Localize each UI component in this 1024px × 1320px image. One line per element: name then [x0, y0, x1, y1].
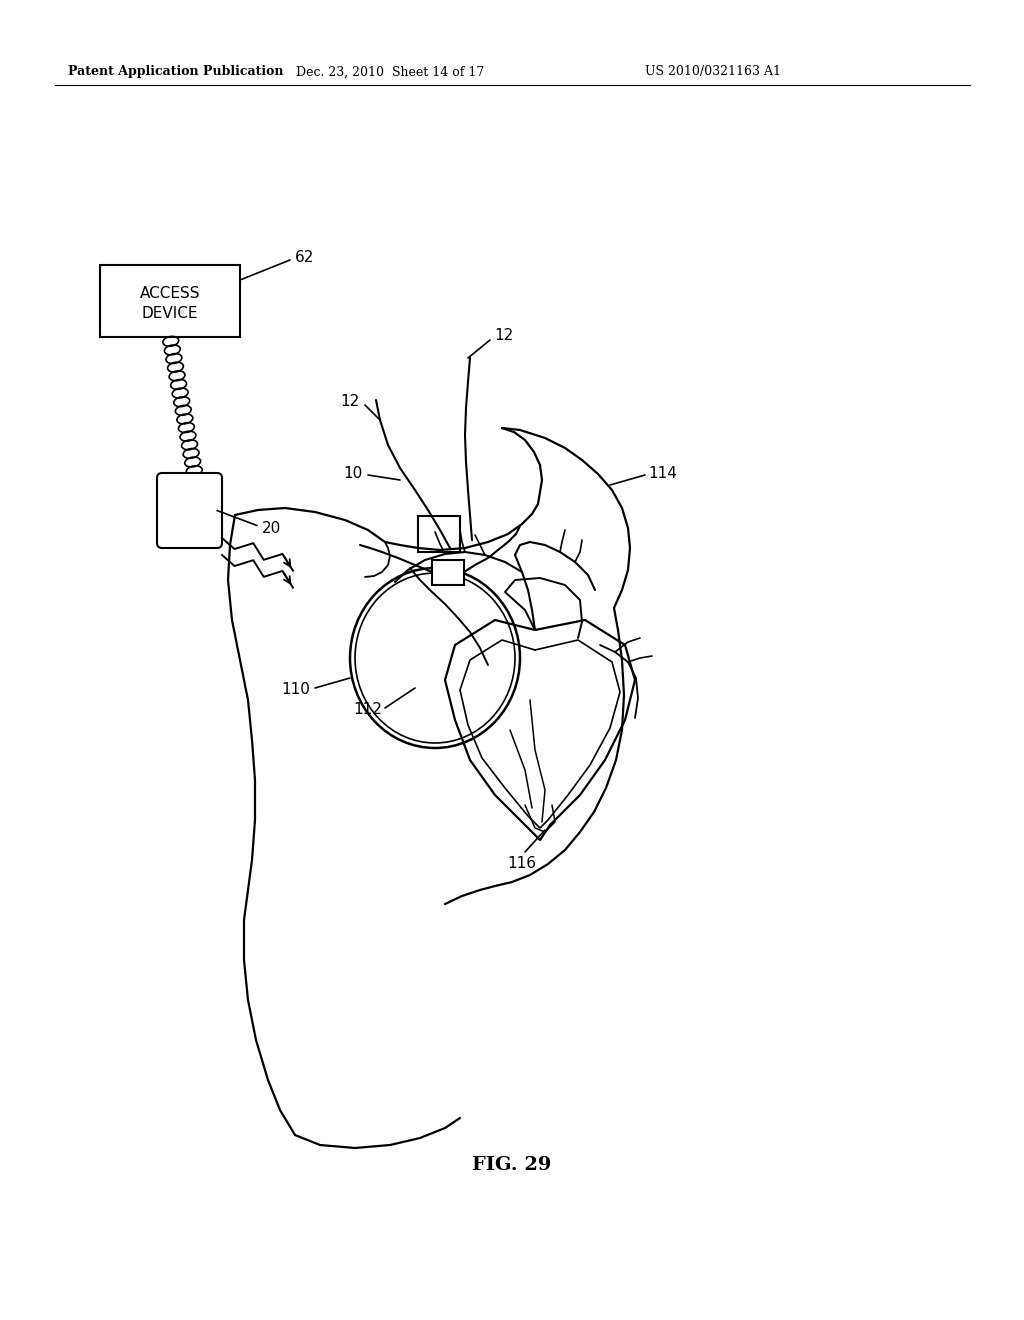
Text: 12: 12 [341, 395, 360, 409]
Bar [100, 265, 240, 337]
Text: 62: 62 [295, 249, 314, 264]
Text: 12: 12 [494, 329, 513, 343]
FancyBboxPatch shape [157, 473, 222, 548]
Text: ACCESS: ACCESS [139, 285, 201, 301]
Text: FIG. 29: FIG. 29 [472, 1156, 552, 1173]
Bar [418, 516, 460, 552]
Text: 112: 112 [353, 702, 382, 718]
Text: Dec. 23, 2010  Sheet 14 of 17: Dec. 23, 2010 Sheet 14 of 17 [296, 66, 484, 78]
Bar [432, 560, 464, 585]
Text: 116: 116 [508, 855, 537, 871]
Text: 10: 10 [344, 466, 362, 480]
Text: 20: 20 [262, 521, 282, 536]
Text: 114: 114 [648, 466, 677, 480]
Text: 110: 110 [282, 682, 310, 697]
Text: US 2010/0321163 A1: US 2010/0321163 A1 [645, 66, 781, 78]
Text: DEVICE: DEVICE [141, 305, 199, 321]
Text: Patent Application Publication: Patent Application Publication [68, 66, 284, 78]
